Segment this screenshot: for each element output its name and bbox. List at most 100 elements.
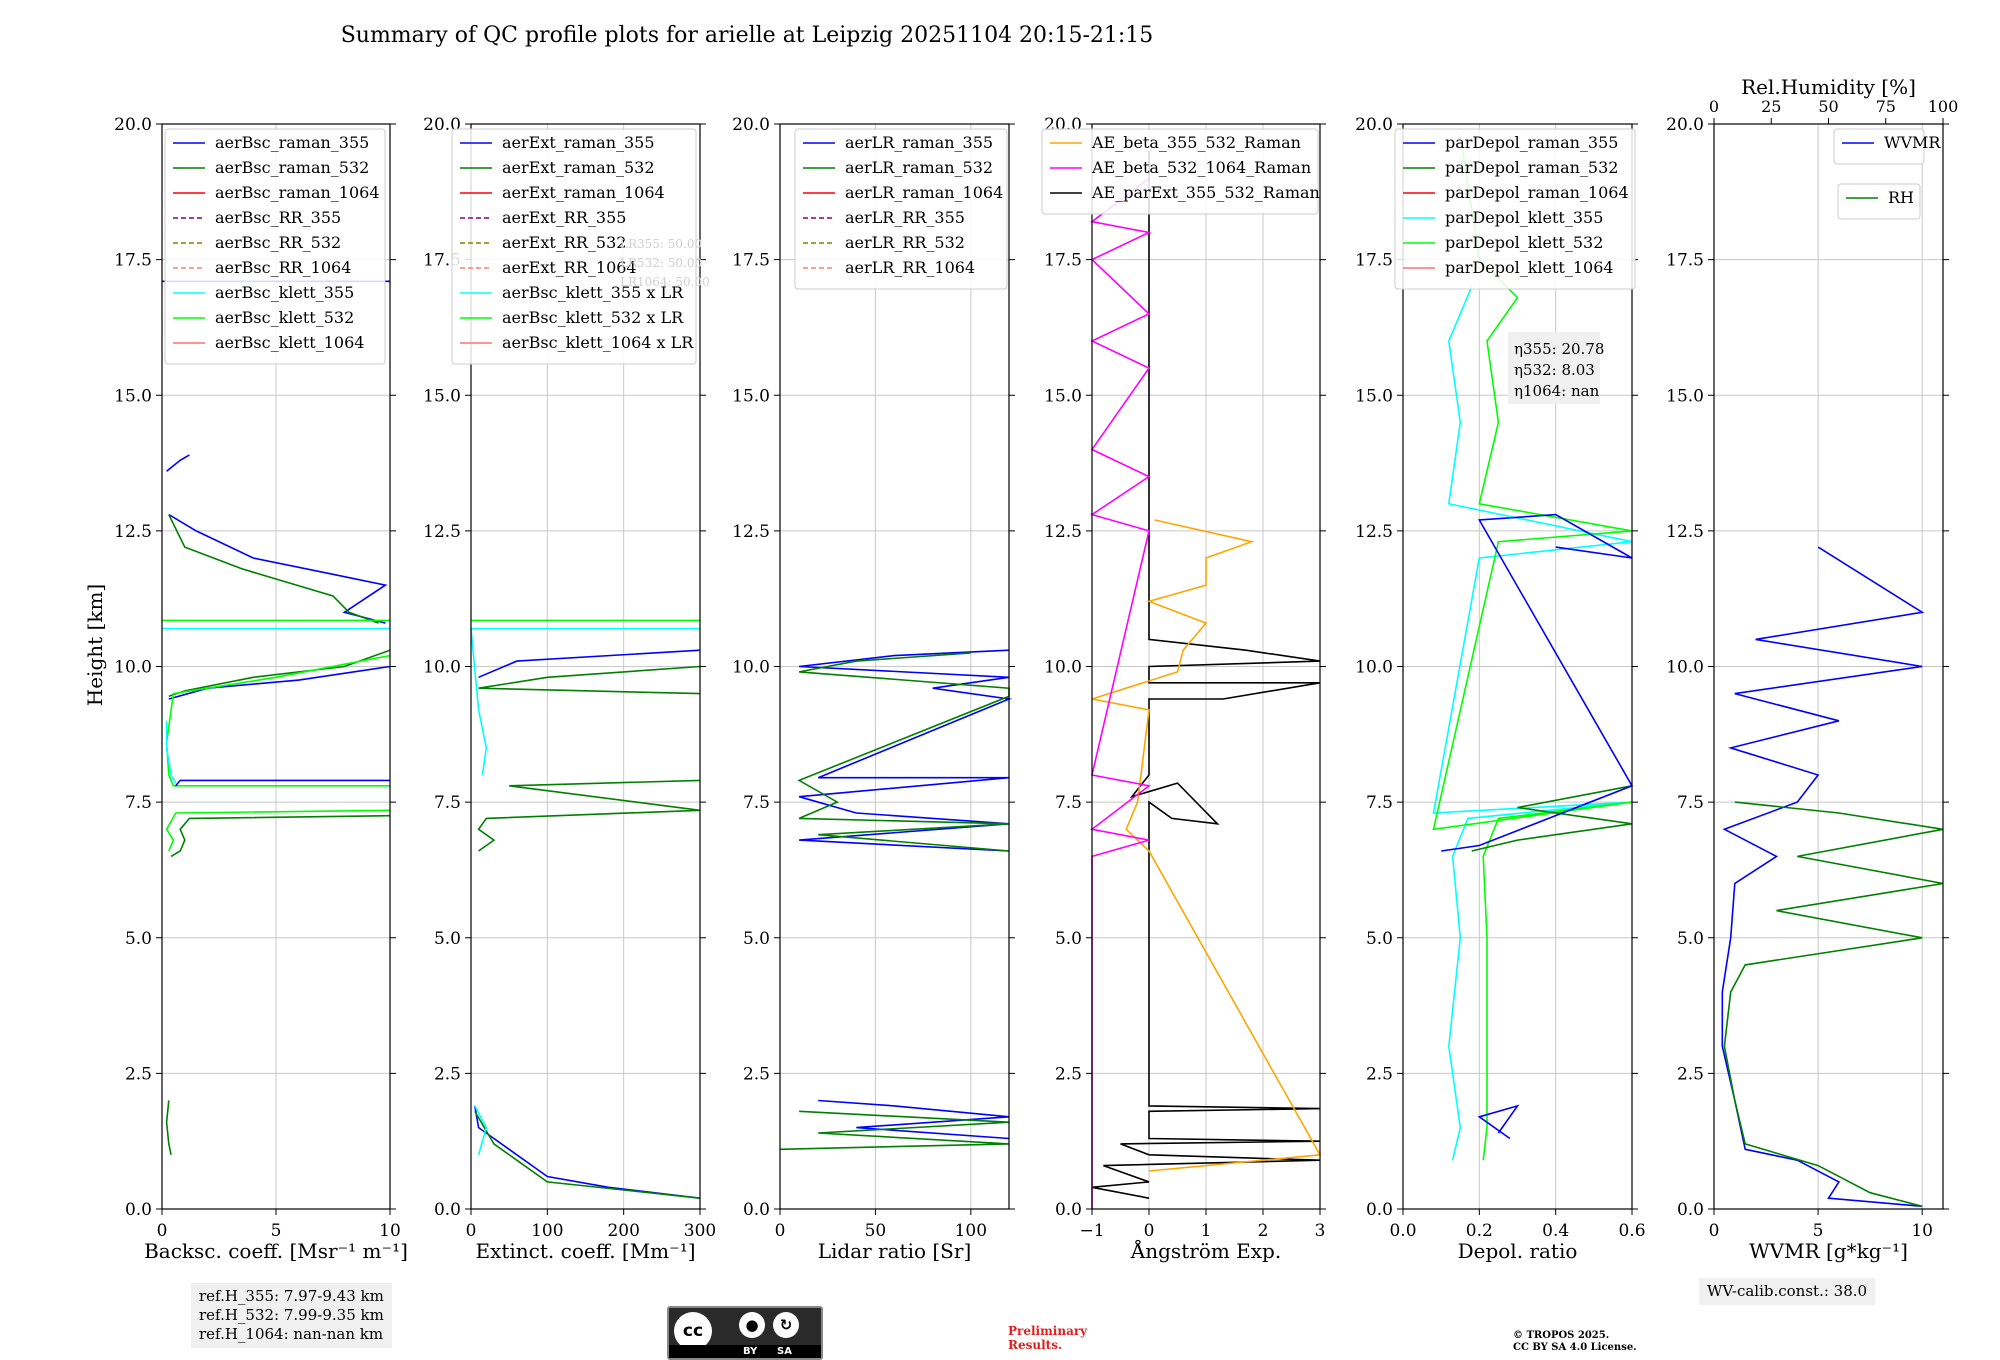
backscatter-legend-label: aerBsc_klett_355 bbox=[215, 283, 354, 302]
y-tick-label: 12.5 bbox=[1044, 522, 1082, 542]
y-tick-label: 7.5 bbox=[1677, 793, 1704, 813]
x-tick-label: 0 bbox=[157, 1221, 168, 1241]
ref-h-355: ref.H_355: 7.97-9.43 km bbox=[199, 1287, 384, 1305]
angstrom-x-label: Ångström Exp. bbox=[1130, 1238, 1281, 1263]
y-tick-label: 10.0 bbox=[1044, 658, 1082, 678]
extinction-panel: 0 100 200 3000.02.55.07.510.012.515.017.520… bbox=[423, 115, 716, 1263]
series-line-blue bbox=[168, 665, 391, 700]
y-tick-label: 17.5 bbox=[1355, 251, 1393, 271]
backscatter-x-label: Backsc. coeff. [Msr⁻¹ m⁻¹] bbox=[144, 1239, 408, 1263]
rh-top-tick-label: 100 bbox=[1928, 97, 1959, 116]
angstrom-legend-label: AE_parExt_355_532_Raman bbox=[1091, 183, 1320, 202]
y-tick-label: 17.5 bbox=[732, 251, 770, 271]
y-tick-label: 12.5 bbox=[1666, 522, 1704, 542]
x-tick-label: 0 bbox=[1144, 1221, 1155, 1241]
person-attribution-icon: ● bbox=[739, 1312, 765, 1338]
x-tick-label: 0 bbox=[775, 1221, 786, 1241]
y-tick-label: 0.0 bbox=[743, 1200, 770, 1220]
x-tick-label: 5 bbox=[271, 1221, 282, 1241]
y-tick-label: 10.0 bbox=[1355, 658, 1393, 678]
series-line-green bbox=[797, 652, 1010, 852]
depol-legend-label: parDepol_raman_532 bbox=[1445, 158, 1618, 177]
x-tick-label: −1 bbox=[1079, 1221, 1104, 1241]
eta-note-line: η355: 20.78 bbox=[1514, 340, 1604, 358]
y-tick-label: 2.5 bbox=[1677, 1064, 1704, 1084]
x-tick-label: 0.2 bbox=[1466, 1221, 1493, 1241]
series-line-green bbox=[779, 1110, 1010, 1151]
y-tick-label: 17.5 bbox=[1044, 251, 1082, 271]
y-tick-label: 10.0 bbox=[114, 658, 152, 678]
depol-legend-box bbox=[1394, 128, 1636, 290]
lidar-ratio-note: LR1064: 50.00 bbox=[620, 275, 710, 289]
y-tick-label: 12.5 bbox=[732, 522, 770, 542]
lidar-ratio-legend-label: aerLR_RR_355 bbox=[845, 208, 965, 227]
series-line-lime bbox=[1432, 134, 1633, 1161]
preliminary-line-2: Results. bbox=[1008, 1338, 1063, 1352]
backscatter-panel: 0 5 10 0.0 2.5 5.0 7.5 10.0 12.5 15.0 17.5 20.0 Back… bbox=[114, 115, 408, 1263]
lidar-ratio-legend-label: aerLR_RR_532 bbox=[845, 233, 965, 252]
extinction-legend-label: aerBsc_klett_532 x LR bbox=[502, 308, 684, 327]
rh-top-axis-label: Rel.Humidity [%] bbox=[1741, 75, 1916, 99]
backscatter-legend-label: aerBsc_raman_355 bbox=[215, 133, 369, 152]
eta-note-box bbox=[1508, 332, 1600, 404]
extinction-legend-label: aerBsc_klett_1064 x LR bbox=[502, 333, 694, 352]
y-tick-label: 2.5 bbox=[125, 1064, 152, 1084]
x-tick-label: 3 bbox=[1315, 1221, 1326, 1241]
series-line-blue bbox=[1721, 546, 1925, 1208]
wv-rh-legend-label: RH bbox=[1888, 188, 1914, 207]
backscatter-legend-label: aerBsc_klett_1064 bbox=[215, 333, 364, 352]
y-tick-label: 20.0 bbox=[732, 115, 770, 135]
eta-note-line: η532: 8.03 bbox=[1514, 361, 1595, 379]
backscatter-legend-label: aerBsc_raman_1064 bbox=[215, 183, 380, 202]
y-tick-label: 15.0 bbox=[732, 386, 770, 406]
extinction-legend-label: aerExt_raman_1064 bbox=[502, 183, 665, 202]
x-tick-label: 10 bbox=[1911, 1221, 1933, 1241]
x-tick-label: 50 bbox=[865, 1221, 887, 1241]
y-tick-label: 15.0 bbox=[114, 386, 152, 406]
series-line-blue bbox=[175, 779, 390, 787]
y-tick-label: 0.0 bbox=[434, 1200, 461, 1220]
x-tick-label: 0 bbox=[466, 1221, 477, 1241]
depol-legend-label: parDepol_raman_1064 bbox=[1445, 183, 1629, 202]
wv-wvmr-legend-box bbox=[1833, 128, 1925, 165]
backscatter-legend-label: aerBsc_RR_532 bbox=[215, 233, 341, 252]
rh-top-tick-label: 25 bbox=[1761, 97, 1781, 116]
series-line-blue bbox=[1441, 513, 1634, 852]
backscatter-legend-label: aerBsc_RR_1064 bbox=[215, 258, 351, 277]
x-tick-label: 300 bbox=[684, 1221, 716, 1241]
ref-h-532: ref.H_532: 7.99-9.35 km bbox=[199, 1306, 384, 1324]
y-tick-label: 5.0 bbox=[743, 929, 770, 949]
series-line-green bbox=[165, 1100, 172, 1155]
backscatter-legend-label: aerBsc_RR_355 bbox=[215, 208, 341, 227]
y-tick-label: 2.5 bbox=[434, 1064, 461, 1084]
y-tick-label: 2.5 bbox=[743, 1064, 770, 1084]
y-tick-label: 2.5 bbox=[1055, 1064, 1082, 1084]
y-tick-label: 5.0 bbox=[125, 929, 152, 949]
extinction-legend-label: aerExt_RR_1064 bbox=[502, 258, 637, 277]
y-tick-label: 15.0 bbox=[1666, 386, 1704, 406]
share-alike-icon: ↻ bbox=[773, 1312, 799, 1338]
series-line-cyan bbox=[474, 1105, 488, 1156]
lidar-ratio-legend-label: aerLR_RR_1064 bbox=[845, 258, 975, 277]
y-tick-label: 7.5 bbox=[434, 793, 461, 813]
x-tick-label: 1 bbox=[1201, 1221, 1212, 1241]
series-line-green bbox=[168, 514, 379, 624]
lidar-ratio-legend-label: aerLR_raman_355 bbox=[845, 133, 993, 152]
series-line-cyan bbox=[165, 720, 177, 784]
y-tick-label: 5.0 bbox=[434, 929, 461, 949]
y-tick-label: 7.5 bbox=[125, 793, 152, 813]
extinction-legend-label: aerExt_raman_355 bbox=[502, 133, 655, 152]
angstrom-legend-label: AE_beta_532_1064_Raman bbox=[1091, 158, 1311, 177]
y-tick-label: 20.0 bbox=[1355, 115, 1393, 135]
series-line-cyan bbox=[470, 627, 700, 776]
y-tick-label: 15.0 bbox=[1044, 386, 1082, 406]
y-axis-label: Height [km] bbox=[83, 584, 107, 706]
wv-calib-value: WV-calib.const.: 38.0 bbox=[1707, 1282, 1868, 1300]
y-tick-label: 0.0 bbox=[1055, 1200, 1082, 1220]
copyright-line-1: © TROPOS 2025. bbox=[1513, 1330, 1610, 1341]
depol-legend-label: parDepol_klett_355 bbox=[1445, 208, 1603, 227]
extinction-legend-label: aerExt_RR_532 bbox=[502, 233, 626, 252]
series-line-cyan bbox=[1432, 286, 1633, 1161]
y-tick-label: 12.5 bbox=[114, 522, 152, 542]
backscatter-legend-box bbox=[164, 128, 386, 365]
